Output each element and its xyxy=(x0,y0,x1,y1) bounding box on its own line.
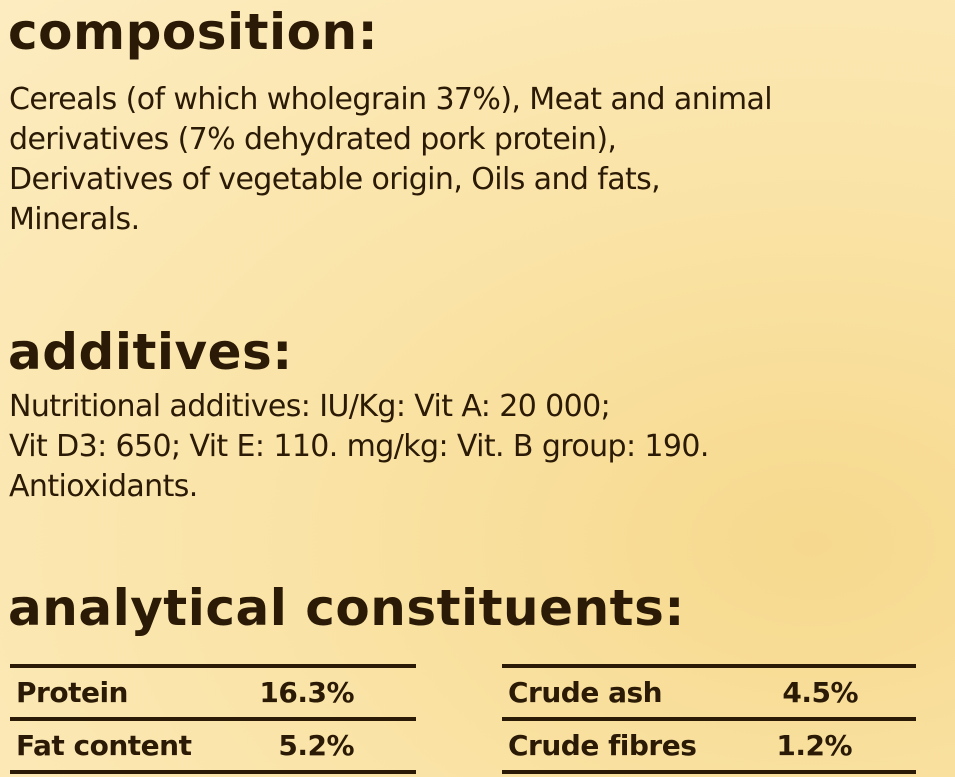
constituent-value: 4.5% xyxy=(782,676,858,709)
composition-heading: composition: xyxy=(8,3,379,61)
constituent-value: 5.2% xyxy=(278,729,354,762)
divider xyxy=(502,770,916,774)
divider xyxy=(10,717,416,721)
constituent-value: 1.2% xyxy=(776,729,852,762)
constituent-label: Protein xyxy=(16,676,128,709)
table-row: Crude ash 4.5% xyxy=(502,668,916,717)
text-line: Antioxidants. xyxy=(9,469,198,504)
text-line: Minerals. xyxy=(9,202,140,237)
additives-text: Nutritional additives: IU/Kg: Vit A: 20 … xyxy=(9,387,709,507)
text-line: Vit D3: 650; Vit E: 110. mg/kg: Vit. B g… xyxy=(9,429,709,464)
divider xyxy=(10,770,416,774)
constituent-label: Fat content xyxy=(16,729,192,762)
constituent-label: Crude ash xyxy=(508,676,663,709)
composition-text: Cereals (of which wholegrain 37%), Meat … xyxy=(9,80,773,240)
constituent-value: 16.3% xyxy=(259,676,354,709)
text-line: Nutritional additives: IU/Kg: Vit A: 20 … xyxy=(9,389,611,424)
divider xyxy=(502,717,916,721)
text-line: derivatives (7% dehydrated pork protein)… xyxy=(9,122,617,157)
table-row: Fat content 5.2% xyxy=(10,721,416,770)
divider xyxy=(10,664,416,668)
table-row: Protein 16.3% xyxy=(10,668,416,717)
text-line: Derivatives of vegetable origin, Oils an… xyxy=(9,162,661,197)
constituents-table-left: Protein 16.3% Fat content 5.2% xyxy=(10,664,416,774)
divider xyxy=(502,664,916,668)
analytical-heading: analytical constituents: xyxy=(8,579,685,637)
additives-heading: additives: xyxy=(8,323,293,381)
constituent-label: Crude fibres xyxy=(508,729,697,762)
constituents-table-right: Crude ash 4.5% Crude fibres 1.2% xyxy=(502,664,916,774)
table-row: Crude fibres 1.2% xyxy=(502,721,916,770)
text-line: Cereals (of which wholegrain 37%), Meat … xyxy=(9,82,773,117)
